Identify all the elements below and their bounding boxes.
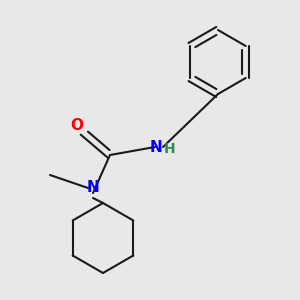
Text: N: N (87, 179, 99, 194)
Text: N: N (150, 140, 162, 154)
Text: O: O (70, 118, 83, 134)
Text: H: H (164, 142, 176, 156)
